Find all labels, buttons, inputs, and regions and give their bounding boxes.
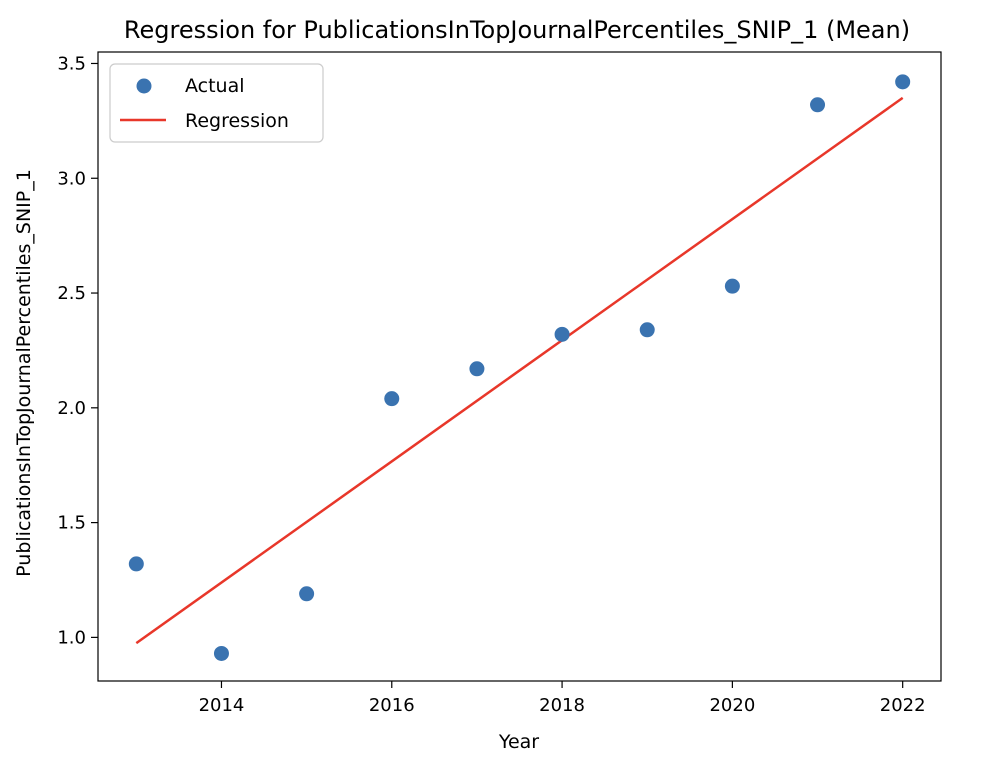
legend-regression-label: Regression xyxy=(185,110,289,132)
x-tick-label: 2016 xyxy=(369,695,415,716)
x-tick-label: 2018 xyxy=(539,695,585,716)
actual-point-2016 xyxy=(384,391,399,406)
actual-point-2018 xyxy=(555,327,570,342)
y-axis-ticks: 1.0 1.5 2.0 2.5 3.0 3.5 xyxy=(57,53,98,648)
legend-actual-label: Actual xyxy=(185,75,245,97)
y-tick-label: 3.0 xyxy=(57,168,86,189)
plot-area xyxy=(98,52,941,681)
actual-point-2017 xyxy=(469,361,484,376)
y-tick-label: 1.5 xyxy=(57,513,86,534)
y-tick-label: 2.5 xyxy=(57,283,86,304)
actual-point-2022 xyxy=(895,74,910,89)
actual-point-2020 xyxy=(725,279,740,294)
x-tick-label: 2022 xyxy=(880,695,926,716)
actual-point-2015 xyxy=(299,586,314,601)
y-tick-label: 2.0 xyxy=(57,398,86,419)
actual-point-2013 xyxy=(129,556,144,571)
legend: Actual Regression xyxy=(110,64,323,142)
x-tick-label: 2020 xyxy=(709,695,755,716)
y-axis-label: PublicationsInTopJournalPercentiles_SNIP… xyxy=(13,169,35,577)
y-tick-label: 1.0 xyxy=(57,627,86,648)
x-axis-ticks: 2014 2016 2018 2020 2022 xyxy=(199,681,926,716)
actual-point-2021 xyxy=(810,97,825,112)
actual-point-2019 xyxy=(640,322,655,337)
actual-point-2014 xyxy=(214,646,229,661)
x-tick-label: 2014 xyxy=(199,695,245,716)
axes-frame xyxy=(98,52,941,681)
regression-line xyxy=(136,98,902,643)
legend-actual-marker xyxy=(137,79,152,94)
x-axis-label: Year xyxy=(498,731,539,753)
chart-title: Regression for PublicationsInTopJournalP… xyxy=(124,16,910,44)
y-tick-label: 3.5 xyxy=(57,53,86,74)
